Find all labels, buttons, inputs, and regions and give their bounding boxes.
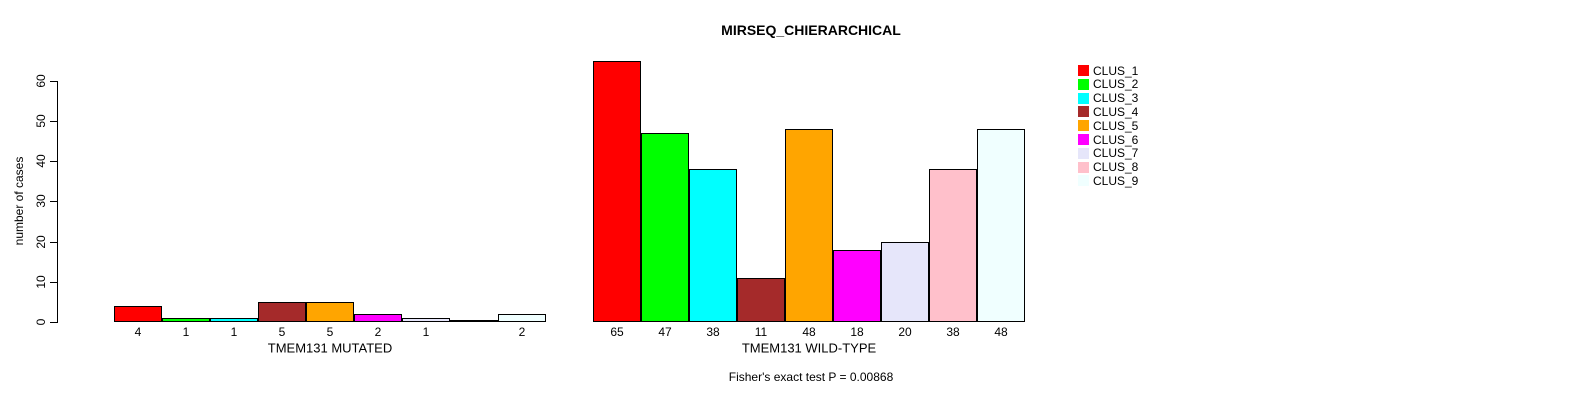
chart-title: MIRSEQ_CHIERARCHICAL <box>721 22 901 38</box>
bar-clus_2 <box>641 133 689 322</box>
y-axis-tick-label: 20 <box>34 235 48 249</box>
bar-value-label: 5 <box>278 325 286 339</box>
y-axis-tick <box>50 81 57 82</box>
legend-swatch-clus_6 <box>1078 134 1089 145</box>
y-axis-tick <box>50 201 57 202</box>
y-axis-tick <box>50 161 57 162</box>
legend-item-label: CLUS_6 <box>1093 133 1139 147</box>
bar-clus_9 <box>977 129 1025 322</box>
y-axis-tick-label: 0 <box>34 318 48 326</box>
y-axis-tick <box>50 322 57 323</box>
bar-value-label: 18 <box>850 325 864 339</box>
legend-item-label: CLUS_4 <box>1093 105 1139 119</box>
bar-clus_7 <box>881 242 929 322</box>
bar-value-label: 65 <box>610 325 624 339</box>
bar-clus_2 <box>162 318 210 322</box>
bar-clus_1 <box>114 306 162 322</box>
bar-value-label: 38 <box>706 325 720 339</box>
bar-value-label: 1 <box>422 325 430 339</box>
y-axis-tick-label: 60 <box>34 74 48 88</box>
y-axis-label: number of cases <box>12 156 26 246</box>
legend-swatch-clus_4 <box>1078 106 1089 117</box>
bar-value-label: 20 <box>898 325 912 339</box>
bar-clus_1 <box>593 61 641 322</box>
bar-value-label: 48 <box>994 325 1008 339</box>
legend-item-label: CLUS_1 <box>1093 64 1139 78</box>
group-label-mutated: TMEM131 MUTATED <box>267 340 393 356</box>
bar-clus_3 <box>689 169 737 322</box>
bar-clus_8 <box>929 169 977 322</box>
legend-swatch-clus_7 <box>1078 148 1089 159</box>
bar-clus_5 <box>306 302 354 322</box>
legend-swatch-clus_3 <box>1078 93 1089 104</box>
bar-clus_7 <box>402 318 450 322</box>
y-axis-tick-label: 30 <box>34 194 48 208</box>
bar-value-label: 38 <box>946 325 960 339</box>
y-axis-tick <box>50 282 57 283</box>
legend-item-label: CLUS_2 <box>1093 77 1139 91</box>
legend-item-label: CLUS_9 <box>1093 174 1139 188</box>
bar-value-label: 47 <box>658 325 672 339</box>
bar-value-label: 2 <box>518 325 526 339</box>
bar-value-label: 2 <box>374 325 382 339</box>
y-axis-line <box>57 81 58 323</box>
y-axis-tick-label: 10 <box>34 275 48 289</box>
y-axis-tick <box>50 242 57 243</box>
bar-value-label: 1 <box>182 325 190 339</box>
legend-swatch-clus_1 <box>1078 65 1089 76</box>
bar-value-label: 1 <box>230 325 238 339</box>
legend-swatch-clus_8 <box>1078 162 1089 173</box>
group-label-wildtype: TMEM131 WILD-TYPE <box>741 340 877 356</box>
bar-value-label: 5 <box>326 325 334 339</box>
y-axis-tick-label: 40 <box>34 154 48 168</box>
legend-item-label: CLUS_7 <box>1093 146 1139 160</box>
bar-clus_5 <box>785 129 833 322</box>
bar-value-label: 4 <box>134 325 142 339</box>
bar-clus_4 <box>258 302 306 322</box>
bar-clus_9 <box>498 314 546 322</box>
legend-item-label: CLUS_3 <box>1093 91 1139 105</box>
y-axis-tick <box>50 121 57 122</box>
legend-item-label: CLUS_8 <box>1093 160 1139 174</box>
legend-item-label: CLUS_5 <box>1093 119 1139 133</box>
bar-clus_3 <box>210 318 258 322</box>
bar-clus_6 <box>833 250 881 322</box>
legend-swatch-clus_5 <box>1078 120 1089 131</box>
bar-clus_8 <box>450 320 498 322</box>
legend-swatch-clus_2 <box>1078 79 1089 90</box>
bar-value-label: 48 <box>802 325 816 339</box>
legend-swatch-clus_9 <box>1078 175 1089 186</box>
bar-clus_6 <box>354 314 402 322</box>
bar-value-label: 11 <box>754 325 768 339</box>
bar-clus_4 <box>737 278 785 322</box>
y-axis-tick-label: 50 <box>34 114 48 128</box>
fisher-test-note: Fisher's exact test P = 0.00868 <box>728 370 894 384</box>
